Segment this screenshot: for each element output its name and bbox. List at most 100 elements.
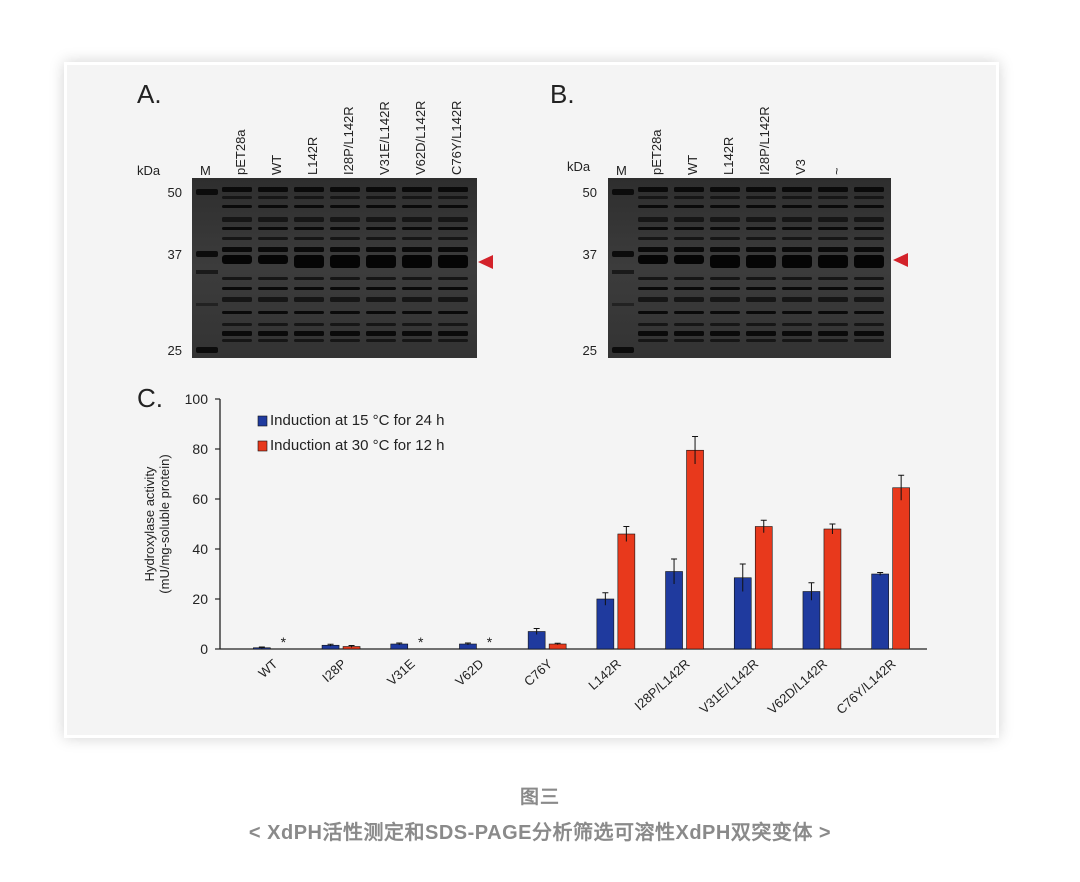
gel-b-target-band bbox=[854, 255, 884, 268]
gel-a-band bbox=[222, 237, 252, 240]
gel-a-band bbox=[222, 196, 252, 199]
gel-a-band bbox=[330, 187, 360, 192]
gel-a-target-band bbox=[294, 255, 324, 268]
gel-a-band bbox=[222, 277, 252, 280]
gel-b-band bbox=[818, 323, 848, 326]
gel-b-band bbox=[746, 205, 776, 208]
gel-b-marker-band bbox=[612, 189, 634, 195]
gel-a-marker-band bbox=[196, 270, 218, 274]
gel-b-band bbox=[854, 247, 884, 252]
gel-a-band bbox=[222, 311, 252, 314]
gel-b-band bbox=[746, 287, 776, 290]
chart-x-tick-label: V31E bbox=[384, 656, 418, 689]
chart-x-tick-label: I28P bbox=[319, 656, 349, 685]
gel-a-band bbox=[330, 287, 360, 290]
gel-a-mw-marker: 50 bbox=[168, 185, 182, 200]
chart-bar bbox=[686, 449, 704, 650]
gel-a-band bbox=[366, 227, 396, 230]
chart-y-tick-label: 60 bbox=[192, 491, 208, 507]
gel-b-mw-marker: 37 bbox=[583, 247, 597, 262]
gel-b-band bbox=[638, 217, 668, 222]
panel-b-kda-label: kDa bbox=[567, 159, 591, 174]
gel-b-band bbox=[782, 311, 812, 314]
gel-a-band bbox=[402, 323, 432, 326]
chart-x-tick-label: C76Y bbox=[521, 656, 555, 689]
gel-a-target-band bbox=[402, 255, 432, 268]
gel-b-band bbox=[818, 187, 848, 192]
gel-a-band bbox=[438, 196, 468, 199]
gel-a-band bbox=[402, 217, 432, 222]
gel-a-band bbox=[330, 205, 360, 208]
gel-a-band bbox=[222, 339, 252, 342]
gel-b-mw-marker: 25 bbox=[583, 343, 597, 358]
gel-a-band bbox=[330, 237, 360, 240]
gel-b-target-band bbox=[782, 255, 812, 268]
gel-a-band bbox=[222, 247, 252, 252]
gel-b-band bbox=[854, 331, 884, 336]
gel-a-mw-marker: 37 bbox=[168, 247, 182, 262]
gel-b-band bbox=[674, 331, 704, 336]
gel-b-band bbox=[638, 227, 668, 230]
gel-b-band bbox=[854, 205, 884, 208]
gel-a-lane-label: M bbox=[200, 163, 211, 178]
gel-b-target-band bbox=[710, 255, 740, 268]
gel-b-band bbox=[854, 287, 884, 290]
gel-b-target-band bbox=[638, 255, 668, 264]
gel-b-band bbox=[710, 311, 740, 314]
chart-x-tick-label: V62D/L142R bbox=[765, 656, 830, 717]
gel-b-band bbox=[638, 187, 668, 192]
gel-a-band bbox=[294, 287, 324, 290]
gel-a-band bbox=[258, 339, 288, 342]
gel-b-lane-label: M bbox=[616, 163, 627, 178]
chart-y-tick-label: 0 bbox=[200, 641, 208, 657]
gel-b-target-band bbox=[674, 255, 704, 264]
gel-b-band bbox=[638, 311, 668, 314]
gel-a-band bbox=[402, 187, 432, 192]
gel-a-band bbox=[366, 205, 396, 208]
gel-b-band bbox=[674, 323, 704, 326]
gel-b-band bbox=[782, 339, 812, 342]
gel-b-band bbox=[818, 277, 848, 280]
gel-a-band bbox=[438, 227, 468, 230]
gel-a-band bbox=[330, 323, 360, 326]
gel-b-band bbox=[746, 227, 776, 230]
gel-b-band bbox=[710, 339, 740, 342]
chart-legend-label: Induction at 15 °C for 24 h bbox=[270, 412, 444, 429]
gel-b-band bbox=[746, 277, 776, 280]
gel-a-band bbox=[438, 331, 468, 336]
gel-b-mw-marker: 50 bbox=[583, 185, 597, 200]
gel-a-band bbox=[438, 287, 468, 290]
gel-b-band bbox=[746, 311, 776, 314]
chart-legend-label: Induction at 30 °C for 12 h bbox=[270, 437, 444, 454]
gel-b-band bbox=[782, 205, 812, 208]
gel-a-band bbox=[402, 227, 432, 230]
chart-y-tick-label: 40 bbox=[192, 541, 208, 557]
gel-b-band bbox=[746, 297, 776, 302]
gel-a-band bbox=[438, 217, 468, 222]
gel-b-band bbox=[710, 331, 740, 336]
gel-a-band bbox=[366, 297, 396, 302]
gel-a-band bbox=[258, 297, 288, 302]
gel-b-marker-band bbox=[612, 303, 634, 306]
gel-a-band bbox=[294, 247, 324, 252]
gel-b-band bbox=[638, 196, 668, 199]
gel-b-target-band bbox=[818, 255, 848, 268]
gel-b-lane-label: I28P/L142R bbox=[757, 106, 772, 175]
gel-a-band bbox=[222, 227, 252, 230]
gel-b-band bbox=[710, 187, 740, 192]
gel-b-lane-label: WT bbox=[685, 155, 700, 175]
gel-b-band bbox=[782, 217, 812, 222]
gel-a-band bbox=[294, 339, 324, 342]
gel-a-band bbox=[366, 237, 396, 240]
gel-b-marker-band bbox=[612, 270, 634, 274]
gel-a-band bbox=[222, 297, 252, 302]
gel-a-band bbox=[258, 331, 288, 336]
gel-b-band bbox=[638, 277, 668, 280]
gel-b-band bbox=[710, 237, 740, 240]
gel-a-band bbox=[366, 187, 396, 192]
gel-b-band bbox=[782, 237, 812, 240]
gel-a-target-band bbox=[438, 255, 468, 268]
gel-a-band bbox=[402, 331, 432, 336]
gel-a-band bbox=[366, 277, 396, 280]
chart-bar bbox=[892, 487, 910, 650]
